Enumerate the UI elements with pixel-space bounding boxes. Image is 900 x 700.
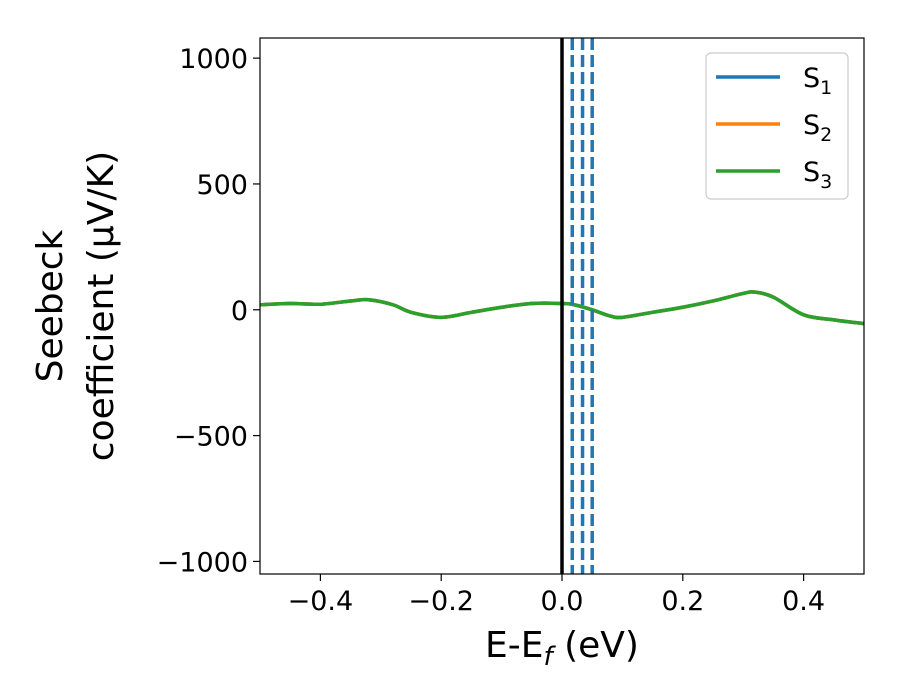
- axes: −0.4 −0.2 0.0 0.2 0.4 −1000 −500 0 500 1000 E-Ef (…: [30, 37, 865, 672]
- x-tick-label: 0.0: [541, 586, 584, 617]
- y-axis-title-line-1: Seebeck: [30, 229, 71, 382]
- x-tick-label: 0.4: [782, 586, 825, 617]
- plot-area: [260, 38, 864, 574]
- legend-box: [705, 52, 849, 200]
- x-tick-label: −0.2: [408, 586, 474, 617]
- x-tick-label: −0.4: [288, 586, 354, 617]
- legend-label-s3: S3: [803, 157, 832, 193]
- x-tick-label: 0.2: [661, 586, 704, 617]
- y-tick-label: 500: [196, 170, 248, 201]
- x-axis-title: E-Ef (eV): [485, 625, 639, 672]
- y-tick-label: −500: [174, 422, 248, 453]
- series-line-s3: [260, 290, 864, 326]
- y-tick-label: 1000: [179, 44, 248, 75]
- y-tick-label: 0: [231, 296, 248, 327]
- y-axis-title-line-2: coefficient (μV/K): [81, 151, 122, 461]
- legend-label-s1: S1: [803, 63, 832, 99]
- legend: S1 S2 S3: [705, 52, 849, 200]
- legend-label-s2: S2: [803, 110, 832, 146]
- y-tick-label: −1000: [157, 547, 248, 578]
